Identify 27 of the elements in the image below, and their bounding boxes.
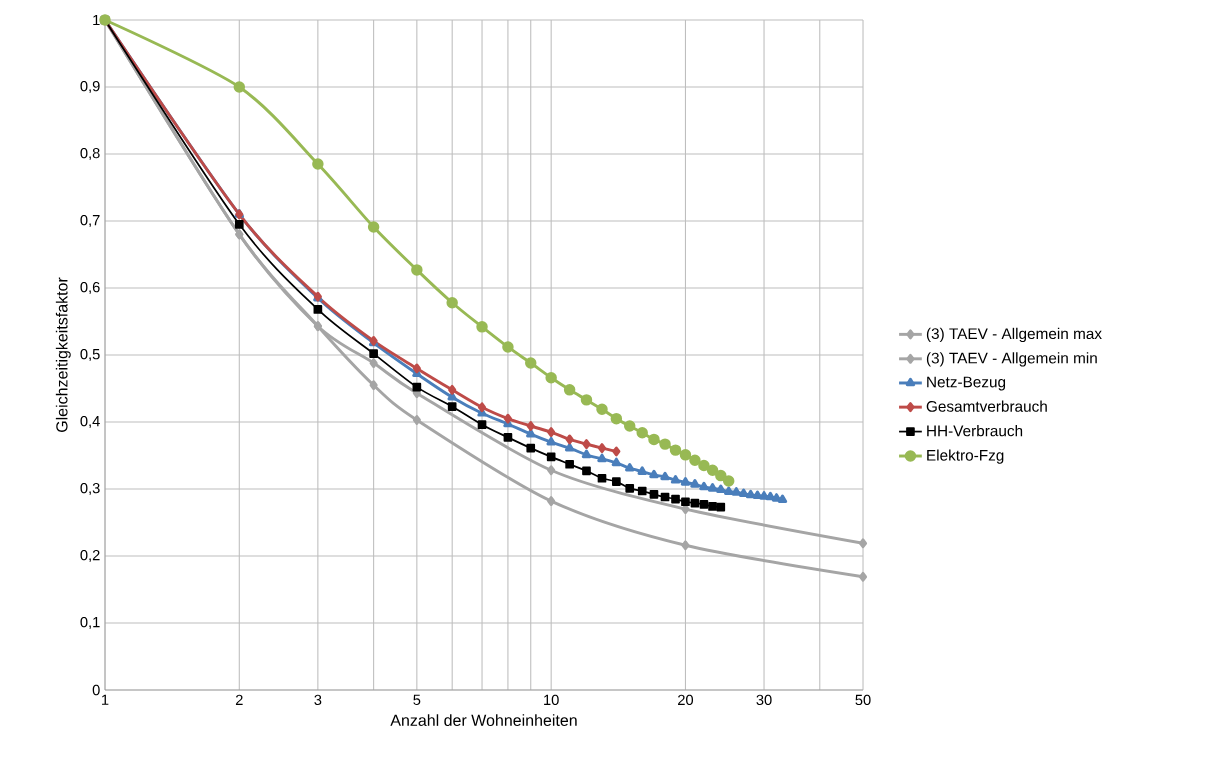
x-tick-label: 2 [235,694,243,705]
y-tick-label: 0 [92,684,100,696]
x-tick-label: 3 [314,694,322,706]
y-tick-label: 0,3 [80,482,100,496]
x-tick-label: 1 [102,694,109,705]
legend-label: Netz-Bezug [927,376,1006,391]
x-tick-label: 50 [855,694,871,706]
y-tick-label: 0,2 [80,549,100,563]
x-tick-label: 10 [544,694,559,706]
x-tick-label: 20 [678,694,694,706]
y-tick-label: 0,1 [80,616,100,630]
x-tick-label: 30 [756,694,772,706]
y-tick-label: 0,7 [80,214,100,228]
y-tick-label: 0,5 [80,348,100,362]
legend-label: (3) TAEV - Allgemein max [926,327,1102,343]
y-tick-label: 0,4 [80,415,100,429]
legend-label: (3) TAEV - Allgemein min [926,352,1097,367]
x-axis-title: Anzahl der Wohneinheiten [390,714,577,726]
legend-label: HH-Verbrauch [927,425,1023,437]
y-axis-title: Gleichzeitigkeitsfaktor [55,277,71,433]
x-tick-label: 5 [413,694,421,705]
y-tick-label: 1 [93,14,100,26]
y-tick-label: 0,8 [80,147,100,161]
y-tick-label: 0,9 [80,80,100,94]
legend-label: Elektro-Fzg [927,449,1004,464]
legend-label: Gesamtverbrauch [926,400,1047,412]
y-tick-label: 0,6 [80,281,100,295]
